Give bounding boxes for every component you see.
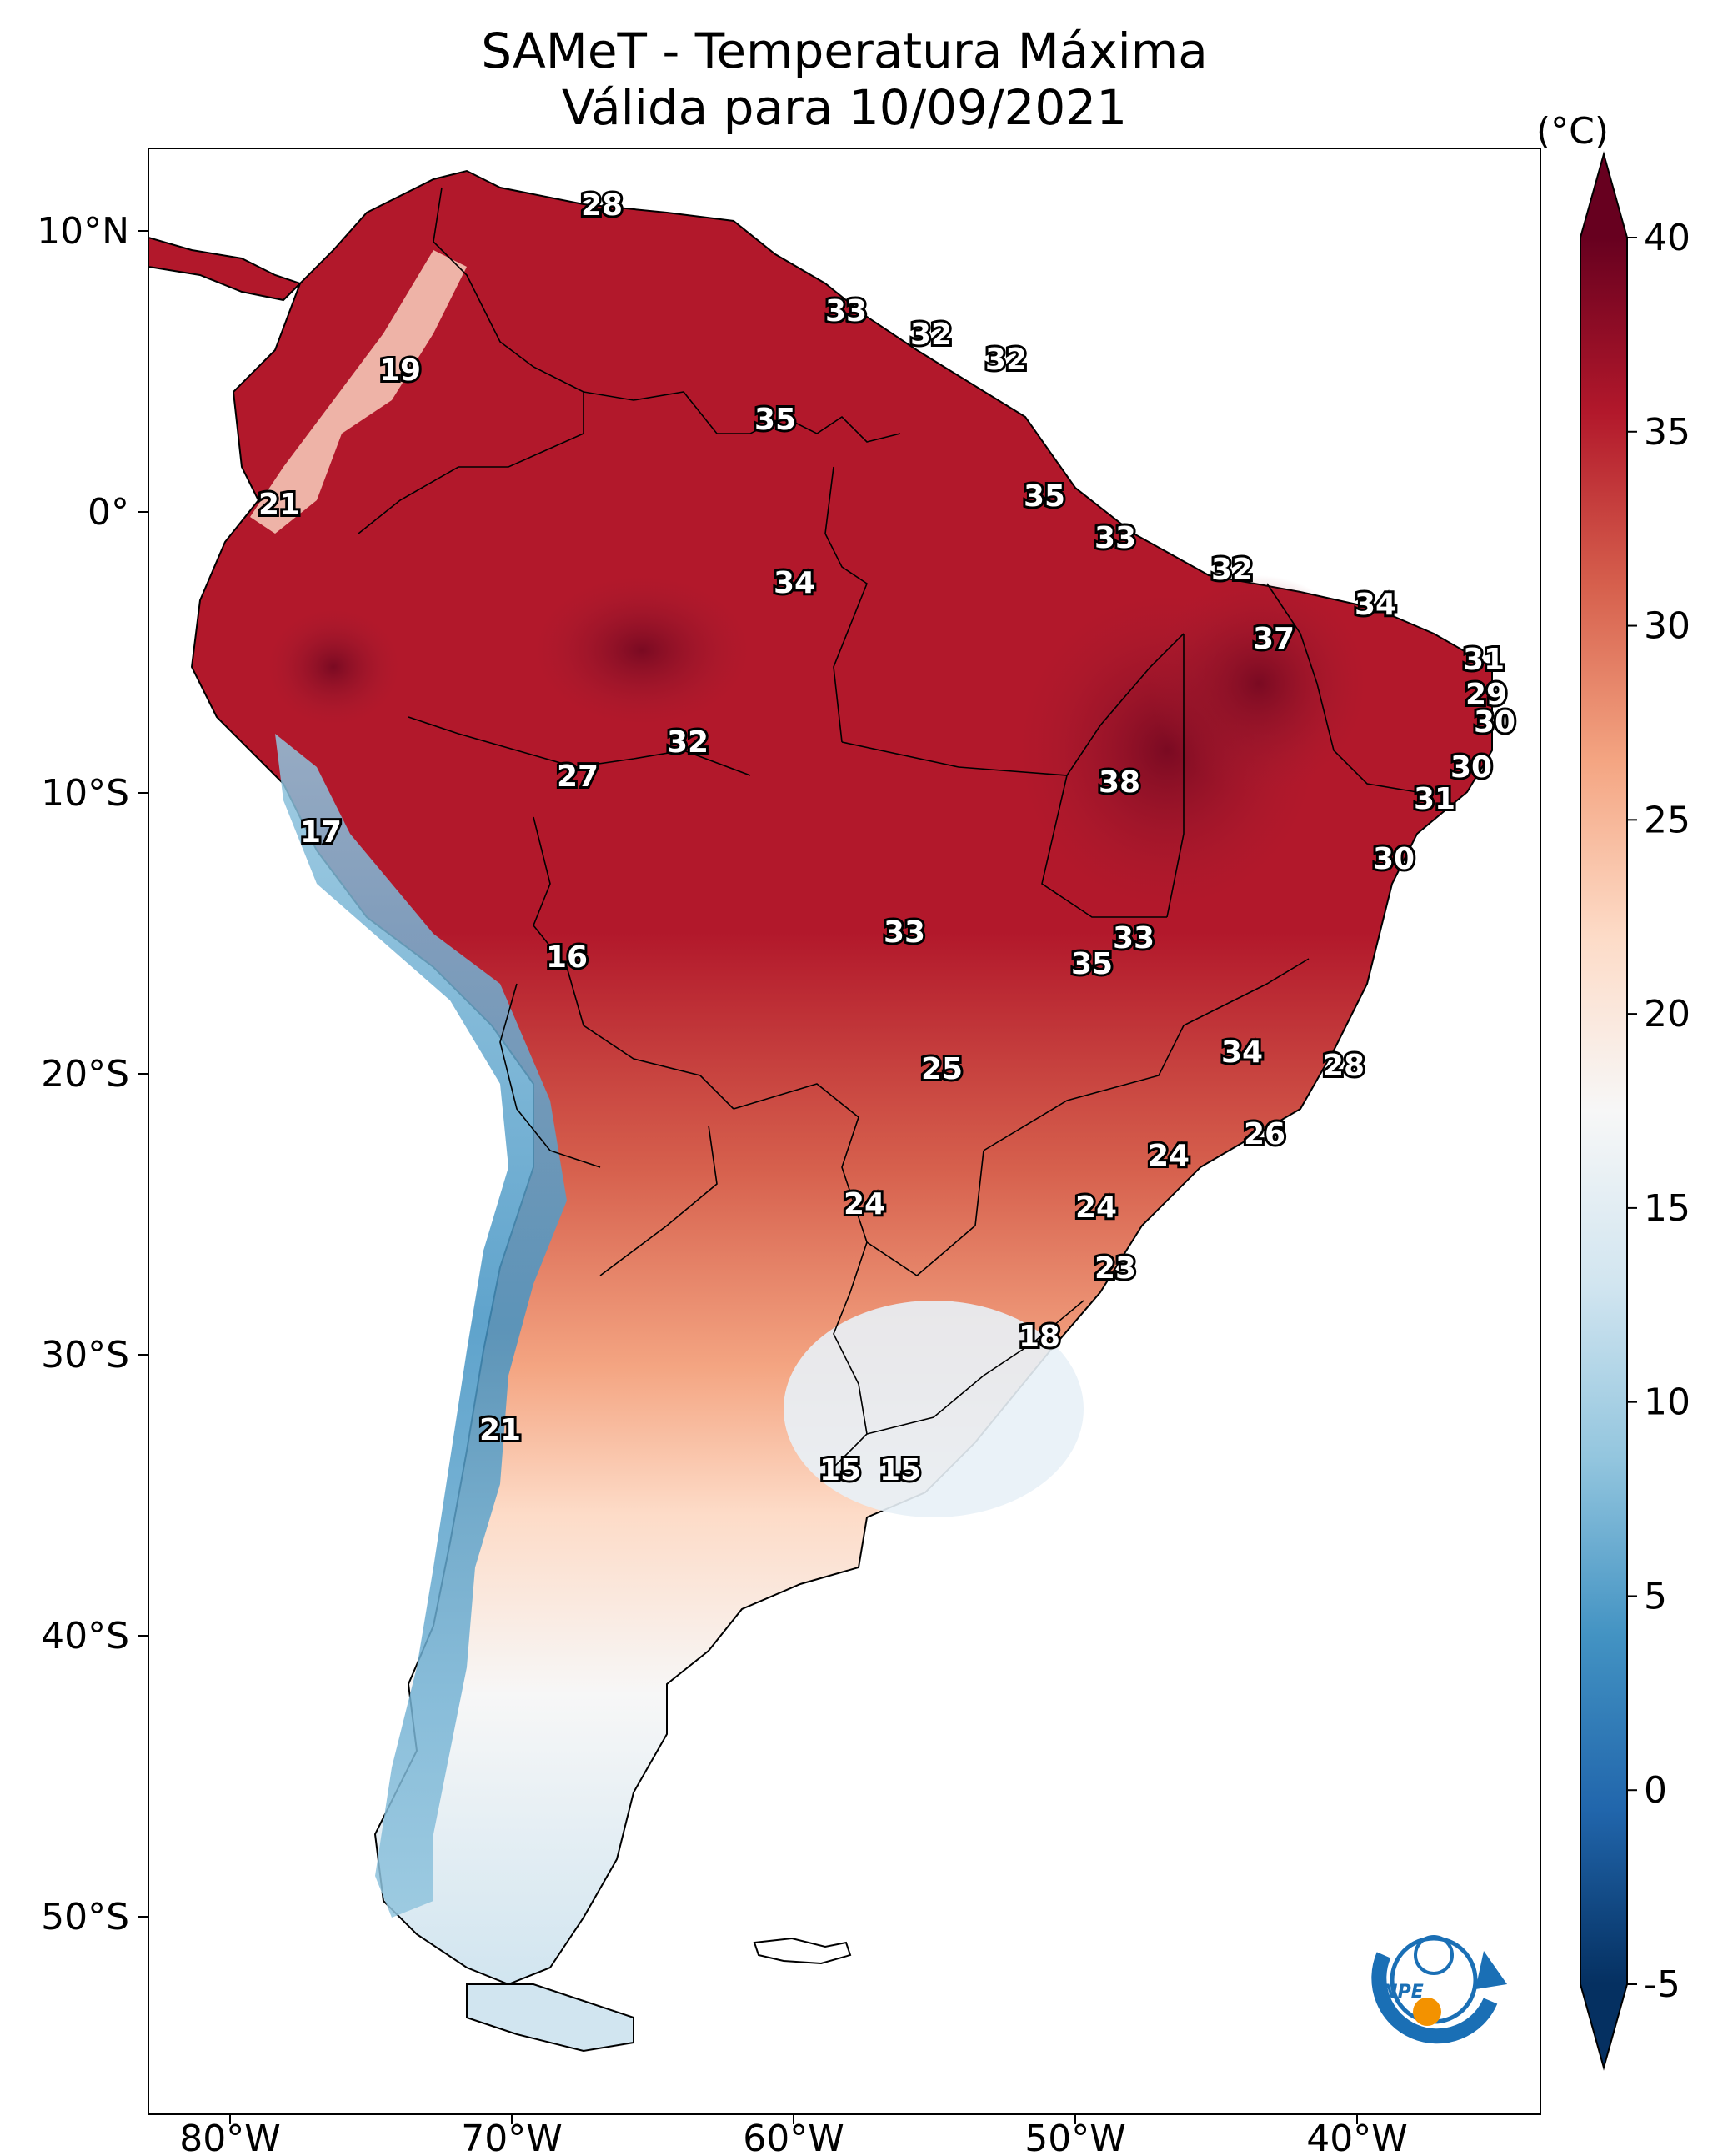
colorbar-unit-label: (°C) — [1536, 110, 1609, 153]
northern-andes-cool — [250, 250, 467, 534]
contour-label: 33 — [884, 915, 925, 950]
colorbar-tick-label: -5 — [1644, 1963, 1680, 2006]
longitude-axis: 80°W 70°W 60°W 50°W 40°W — [179, 2114, 1408, 2156]
contour-label: 24 — [1075, 1191, 1117, 1225]
latitude-tick-label: 10°S — [41, 772, 129, 815]
contour-label: 21 — [479, 1413, 521, 1447]
colorbar-tick-label: 10 — [1644, 1381, 1690, 1424]
contour-label: 32 — [910, 318, 952, 352]
contour-label: 23 — [1094, 1251, 1136, 1286]
longitude-tick-label: 80°W — [179, 2118, 281, 2156]
map-title: SAMeT - Temperatura Máxima — [481, 23, 1208, 79]
colorbar-tick-label: 5 — [1644, 1575, 1667, 1617]
contour-label: 31 — [1463, 643, 1505, 677]
contour-label: 32 — [667, 725, 709, 760]
hot-region-northeast — [1150, 575, 1367, 792]
andes-cold-band — [275, 734, 567, 1918]
colorbar-upper-extension — [1580, 154, 1627, 238]
logo-arrow — [1475, 1951, 1507, 1989]
map-subtitle: Válida para 10/09/2021 — [561, 79, 1128, 136]
temperature-field — [148, 169, 1493, 2053]
contour-label: 30 — [1450, 750, 1492, 785]
colorbar: (°C) 40 35 30 25 20 15 10 5 0 -5 — [1536, 110, 1690, 2071]
contour-label: 24 — [1148, 1139, 1190, 1173]
latitude-tick-label: 50°S — [41, 1896, 129, 1938]
colorbar-body — [1580, 238, 1627, 1984]
contour-label: 34 — [1355, 588, 1396, 622]
contour-label: 16 — [546, 940, 588, 975]
logo-text: INPE — [1375, 1982, 1424, 2003]
contour-label: 38 — [1099, 765, 1140, 800]
landmass-tierra-del-fuego — [466, 1983, 634, 2053]
latitude-tick-label: 0° — [88, 491, 129, 534]
landmass-falklands — [753, 1937, 852, 1965]
contour-label: 32 — [1211, 553, 1253, 587]
contour-label: 24 — [844, 1187, 885, 1221]
contour-label: 28 — [581, 188, 623, 223]
colorbar-tick-label: 30 — [1644, 605, 1690, 648]
contour-label: 33 — [1094, 521, 1136, 555]
contour-label: 25 — [921, 1052, 963, 1086]
contour-label: 28 — [1323, 1049, 1365, 1083]
colorbar-tick-label: 0 — [1644, 1769, 1667, 1812]
contour-label: 34 — [1221, 1035, 1263, 1070]
colorbar-lower-extension — [1580, 1984, 1627, 2068]
colorbar-tick-label: 25 — [1644, 799, 1690, 841]
logo-orange-dot — [1413, 1998, 1441, 2026]
contour-label: 18 — [1019, 1320, 1060, 1354]
contour-label: 19 — [379, 353, 421, 388]
contour-label: 35 — [754, 403, 796, 437]
contour-label: 35 — [1071, 947, 1113, 981]
latitude-axis: 10°N 0° 10°S 20°S 30°S 40°S 50°S — [37, 210, 148, 1938]
colorbar-ticks: 40 35 30 25 20 15 10 5 0 -5 — [1627, 217, 1690, 2006]
contour-label: 27 — [557, 760, 599, 794]
contour-label: 32 — [985, 343, 1027, 377]
latitude-tick-label: 10°N — [37, 210, 129, 253]
contour-label: 35 — [1024, 479, 1065, 514]
contour-label: 30 — [1373, 842, 1415, 876]
country-borders — [358, 187, 1418, 1468]
contour-label: 34 — [774, 566, 815, 600]
logo-loop — [1414, 1935, 1454, 1975]
colorbar-tick-label: 15 — [1644, 1187, 1690, 1230]
contour-label: 17 — [300, 815, 342, 850]
contour-label: 15 — [819, 1453, 861, 1487]
longitude-tick-label: 60°W — [743, 2118, 844, 2156]
hot-region-peru — [267, 609, 400, 725]
cool-region-uruguay — [784, 1301, 1084, 1517]
contour-label: 15 — [879, 1453, 921, 1487]
longitude-tick-label: 70°W — [461, 2118, 563, 2156]
colorbar-tick-label: 35 — [1644, 411, 1690, 454]
longitude-tick-label: 50°W — [1024, 2118, 1126, 2156]
contour-label: 30 — [1474, 705, 1515, 740]
hot-region-amazon — [533, 575, 750, 725]
landmass-central-america — [148, 236, 302, 302]
colorbar-tick-label: 40 — [1644, 217, 1690, 259]
colorbar-tick-label: 20 — [1644, 993, 1690, 1035]
contour-label: 26 — [1244, 1117, 1285, 1151]
contour-label: 33 — [1113, 921, 1155, 955]
contour-label: 29 — [1465, 678, 1507, 712]
contour-label: 21 — [258, 488, 300, 522]
latitude-tick-label: 40°S — [41, 1615, 129, 1657]
latitude-tick-label: 30°S — [41, 1334, 129, 1376]
contour-label: 37 — [1253, 622, 1295, 656]
contour-label: 31 — [1414, 782, 1455, 816]
latitude-tick-label: 20°S — [41, 1053, 129, 1096]
logo-swoosh — [1371, 1952, 1498, 2044]
inpe-logo: INPE — [1371, 1935, 1507, 2044]
longitude-tick-label: 40°W — [1306, 2118, 1408, 2156]
contour-label: 33 — [825, 294, 867, 328]
